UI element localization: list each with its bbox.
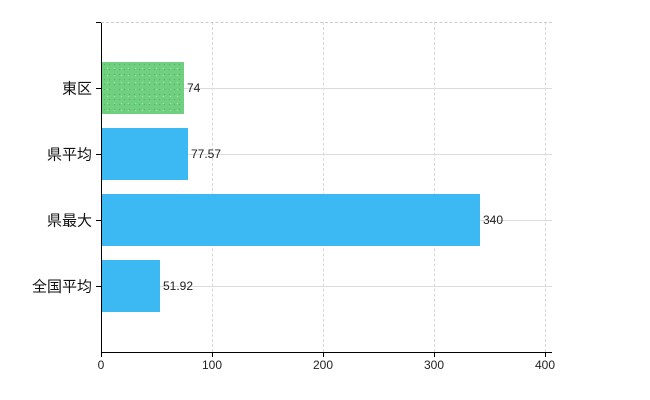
x-axis-tick <box>101 353 102 357</box>
x-axis-tick-label: 0 <box>97 358 105 372</box>
category-label: 県平均 <box>46 146 92 164</box>
plot-top-border <box>101 22 552 23</box>
bar-value-label: 340 <box>483 213 504 227</box>
y-axis-tick <box>96 286 101 287</box>
category-label: 県最大 <box>46 212 92 230</box>
bar <box>102 128 188 180</box>
y-axis-tick <box>96 88 101 89</box>
x-axis-tick-label: 400 <box>534 358 556 372</box>
bar-value-label: 77.57 <box>191 147 222 161</box>
y-axis-end-tick <box>96 22 101 23</box>
plot-area: 74 77.57 340 51.92 <box>101 22 552 352</box>
category-label: 全国平均 <box>31 278 92 296</box>
x-axis-tick <box>212 353 213 357</box>
bar-value-label: 51.92 <box>163 279 194 293</box>
y-axis-tick <box>96 154 101 155</box>
x-axis-tick-label: 100 <box>201 358 223 372</box>
x-axis-line <box>101 352 552 353</box>
y-axis-line <box>101 22 102 352</box>
horizontal-gridline <box>101 88 552 89</box>
bar <box>102 260 160 312</box>
horizontal-gridline <box>101 286 552 287</box>
bar <box>102 62 184 114</box>
x-axis-tick <box>434 353 435 357</box>
x-axis-tick-label: 200 <box>312 358 334 372</box>
x-axis-tick <box>545 353 546 357</box>
bar-value-label: 74 <box>187 81 201 95</box>
category-label: 東区 <box>61 80 92 98</box>
bar <box>102 194 480 246</box>
vertical-gridline <box>323 22 324 352</box>
x-axis-tick <box>323 353 324 357</box>
x-axis-tick-label: 300 <box>423 358 445 372</box>
horizontal-gridline <box>101 154 552 155</box>
vertical-gridline <box>545 22 546 352</box>
vertical-gridline <box>434 22 435 352</box>
y-axis-tick <box>96 220 101 221</box>
vertical-gridline <box>212 22 213 352</box>
